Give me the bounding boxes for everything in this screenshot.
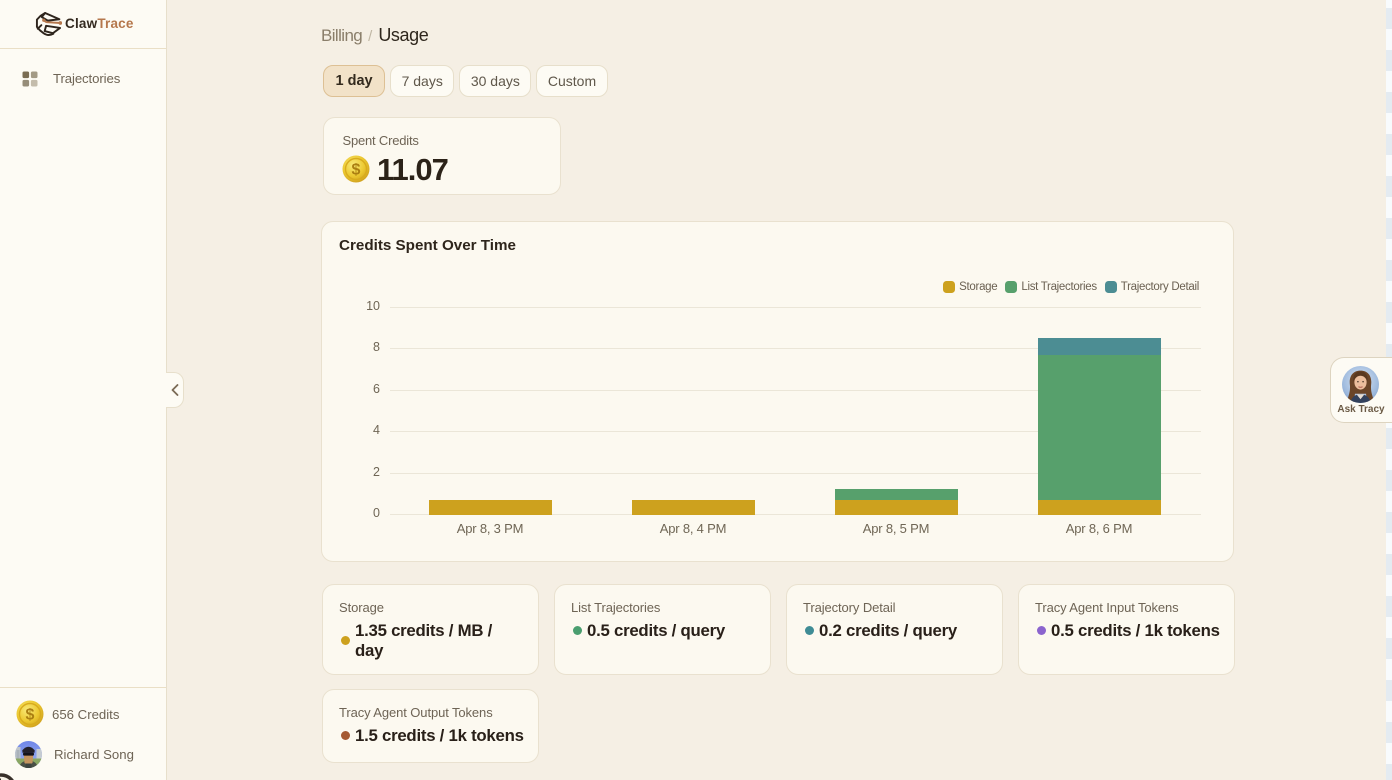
svg-text:$: $	[26, 707, 35, 724]
svg-text:$: $	[352, 162, 361, 179]
